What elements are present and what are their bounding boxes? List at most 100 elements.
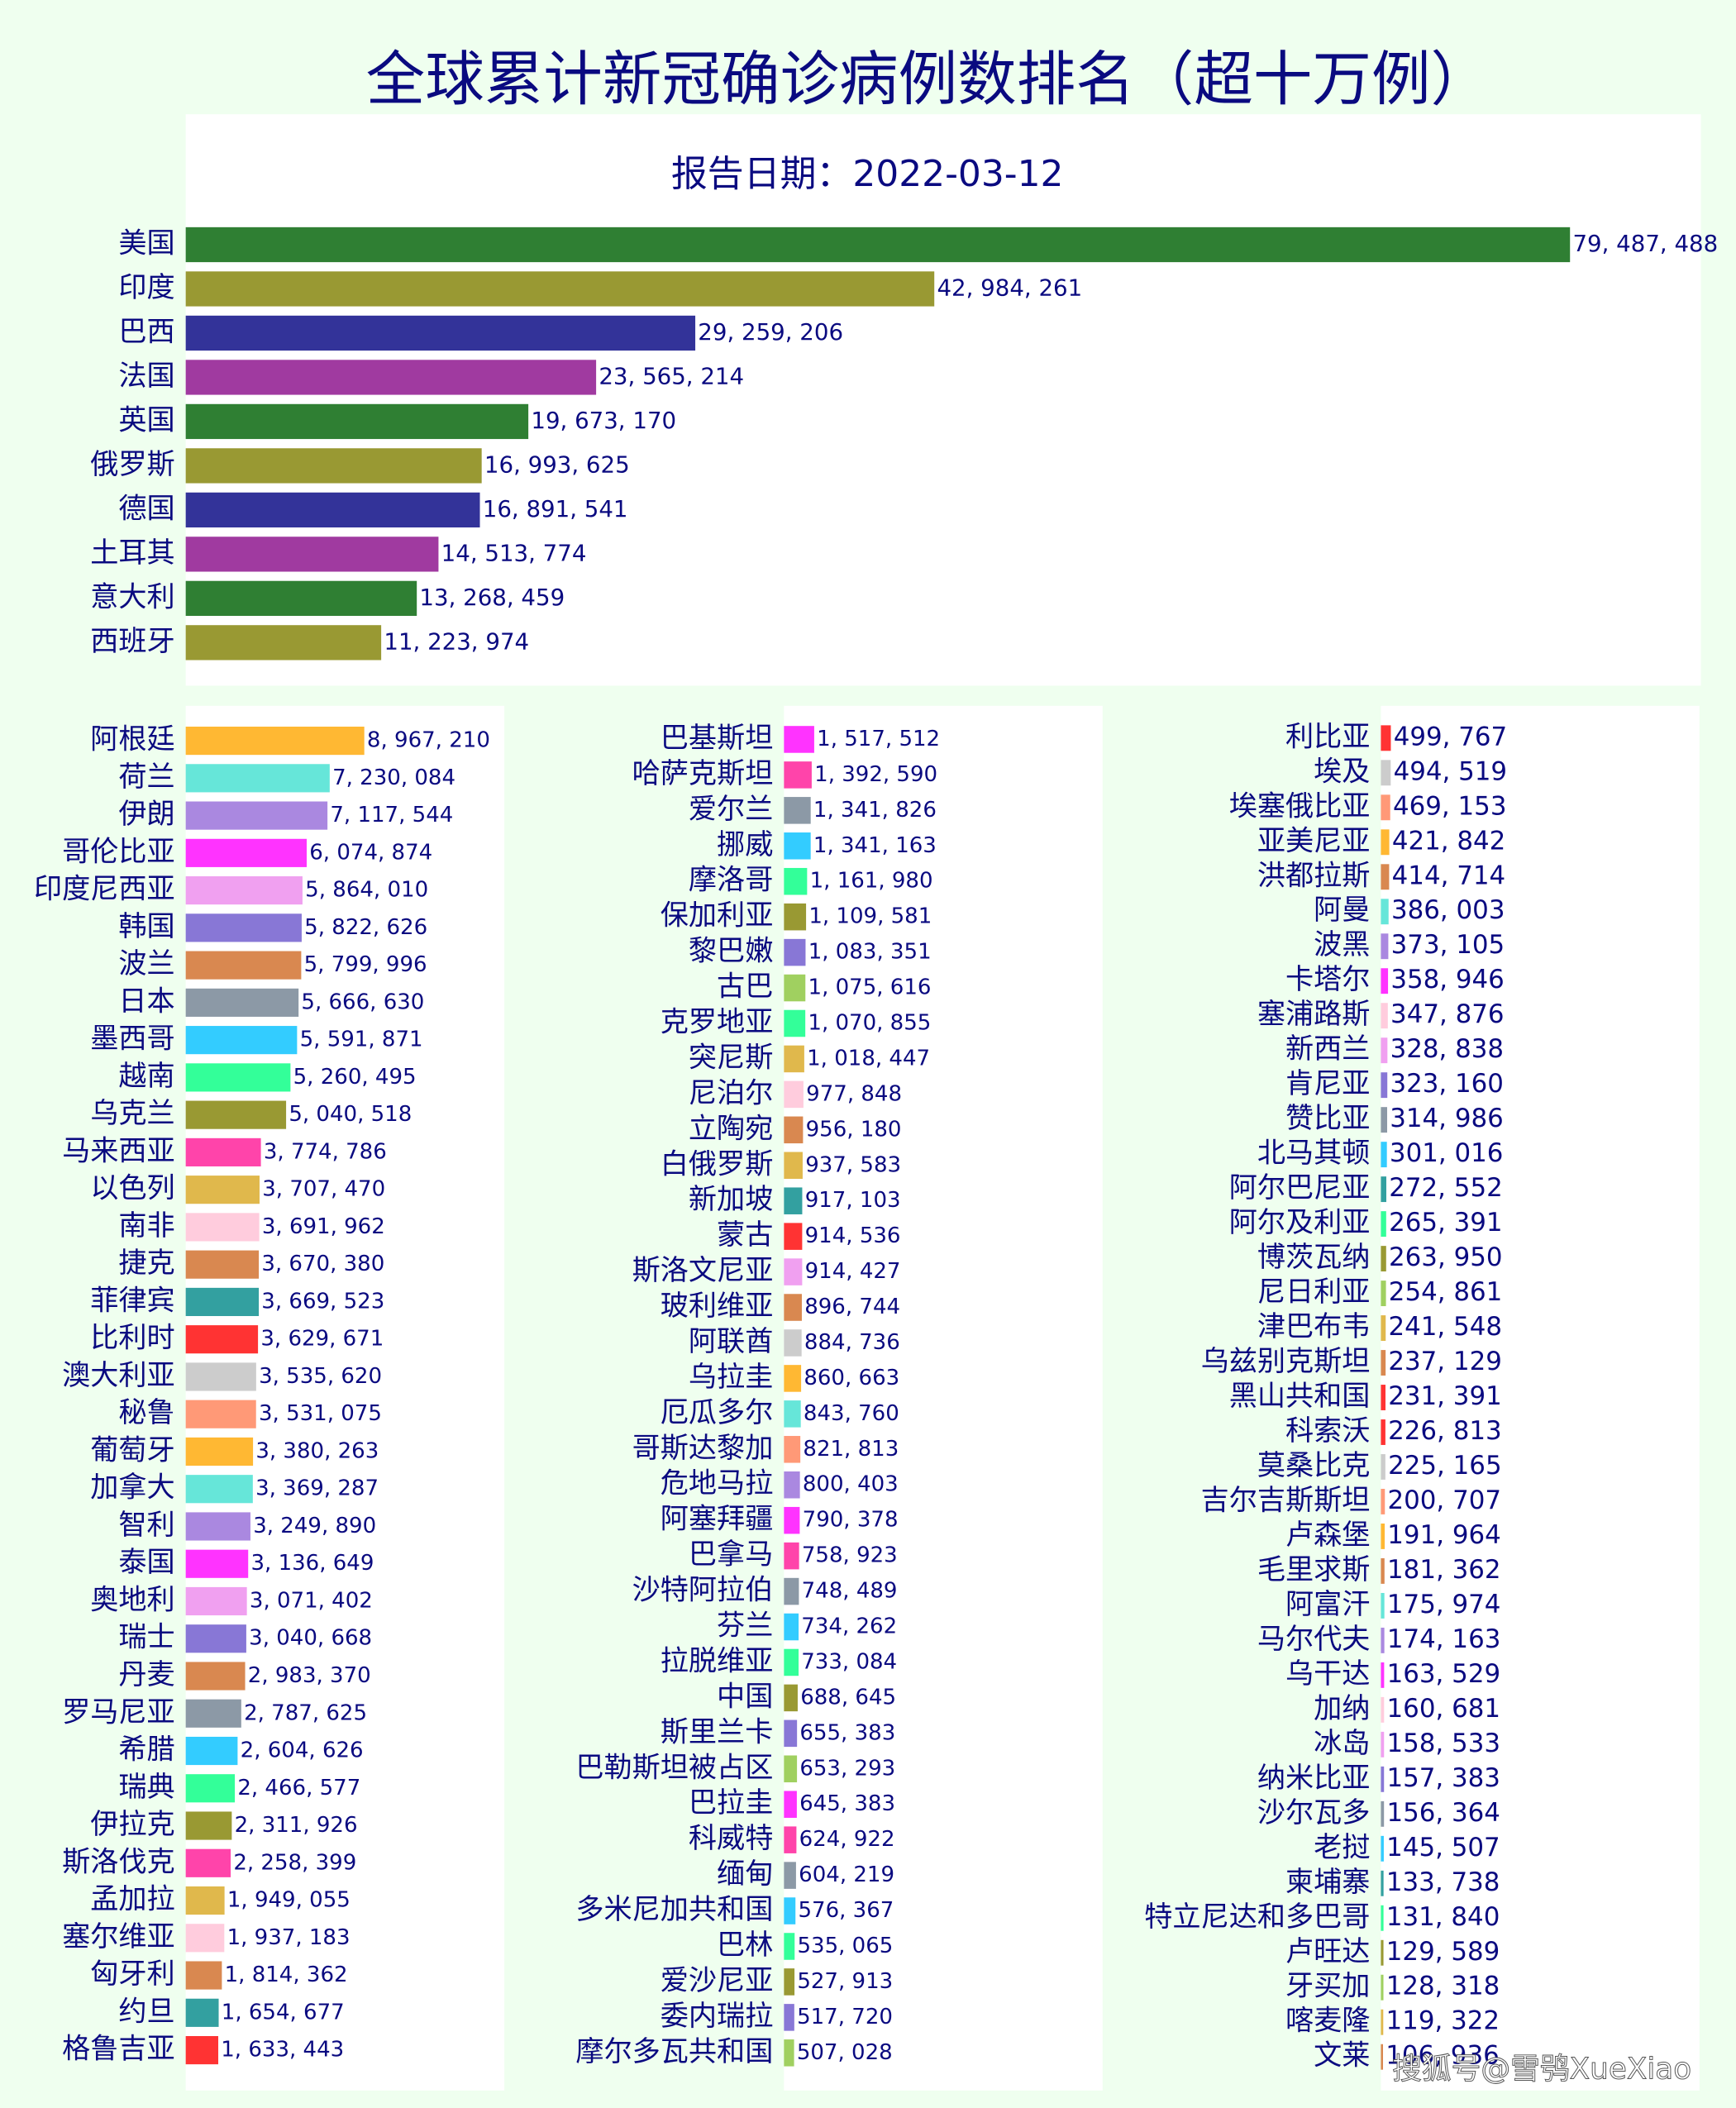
bar	[185, 838, 308, 867]
bar	[784, 974, 806, 1002]
bar	[784, 1009, 806, 1037]
value-label: 119, 322	[1386, 2006, 1500, 2036]
category-label: 巴基斯坦	[661, 722, 774, 755]
bar	[784, 1613, 799, 1641]
value-label: 2, 466, 577	[237, 1776, 360, 1800]
value-label: 106, 936	[1385, 2041, 1500, 2071]
category-label: 白俄罗斯	[661, 1147, 774, 1180]
bar	[185, 1400, 256, 1428]
category-label: 爱尔兰	[689, 793, 773, 826]
category-label: 印度	[118, 271, 174, 304]
bar	[185, 1213, 260, 1242]
category-label: 爱沙尼亚	[661, 1964, 774, 1997]
bar	[185, 1586, 247, 1616]
value-label: 956, 180	[806, 1117, 902, 1142]
category-label: 科索沃	[1285, 1414, 1370, 1447]
value-label: 386, 003	[1391, 895, 1505, 925]
category-label: 塞尔维亚	[62, 1920, 175, 1953]
bar	[1381, 1696, 1385, 1723]
category-label: 罗马尼亚	[62, 1695, 175, 1729]
category-label: 乌克兰	[90, 1097, 174, 1130]
bar	[784, 1187, 803, 1214]
value-label: 163, 529	[1387, 1659, 1501, 1689]
category-label: 孟加拉	[90, 1883, 174, 1916]
value-label: 917, 103	[805, 1188, 901, 1213]
bar	[784, 1436, 801, 1463]
bar	[185, 580, 417, 617]
bar	[185, 1512, 250, 1541]
category-label: 阿尔及利亚	[1229, 1206, 1371, 1239]
bar	[185, 1736, 238, 1766]
category-label: 奥地利	[90, 1583, 174, 1616]
bar	[1381, 794, 1390, 821]
value-label: 129, 589	[1386, 1937, 1500, 1967]
bar	[1381, 1939, 1384, 1966]
bar	[784, 938, 806, 966]
bar	[784, 1648, 799, 1676]
bar	[784, 726, 814, 753]
value-label: 160, 681	[1387, 1694, 1501, 1724]
value-label: 3, 369, 287	[255, 1476, 379, 1501]
category-label: 蒙古	[717, 1219, 773, 1252]
value-label: 131, 840	[1386, 1902, 1500, 1932]
value-label: 790, 378	[803, 1508, 899, 1533]
category-label: 埃塞俄比亚	[1229, 789, 1371, 823]
bar	[784, 1968, 795, 1996]
category-label: 荷兰	[118, 761, 174, 794]
bar	[1381, 899, 1389, 925]
value-label: 174, 163	[1387, 1624, 1501, 1654]
value-label: 977, 848	[806, 1081, 902, 1106]
bar	[1381, 1662, 1385, 1688]
category-label: 卡塔尔	[1285, 963, 1370, 996]
bar	[185, 625, 382, 661]
category-label: 老挝	[1314, 1831, 1370, 1864]
value-label: 1, 083, 351	[808, 940, 932, 965]
value-label: 576, 367	[798, 1898, 894, 1923]
bar	[185, 1549, 249, 1578]
value-label: 517, 720	[797, 2005, 893, 2029]
value-label: 6, 074, 874	[309, 840, 432, 865]
category-label: 澳大利亚	[62, 1359, 175, 1392]
bar	[1381, 1557, 1385, 1584]
value-label: 2, 983, 370	[248, 1663, 371, 1688]
category-label: 巴拉圭	[689, 1786, 773, 1819]
bar	[185, 492, 480, 528]
bar	[1381, 1766, 1385, 1792]
bar	[784, 1400, 801, 1428]
category-label: 日本	[118, 985, 174, 1018]
value-label: 323, 160	[1390, 1069, 1504, 1099]
bar	[185, 271, 935, 307]
value-label: 3, 774, 786	[264, 1139, 387, 1164]
bar	[1381, 1835, 1384, 1862]
bar	[1381, 1176, 1386, 1203]
bar	[185, 1287, 260, 1317]
bar	[784, 1933, 795, 1960]
value-label: 494, 519	[1394, 756, 1508, 786]
bar	[185, 1699, 241, 1728]
value-label: 733, 084	[801, 1649, 897, 1674]
value-label: 1, 633, 443	[221, 2038, 344, 2063]
value-label: 3, 670, 380	[261, 1252, 384, 1276]
category-label: 阿塞拜疆	[661, 1503, 774, 1536]
value-label: 3, 707, 470	[262, 1177, 385, 1202]
value-label: 157, 383	[1386, 1763, 1500, 1793]
value-label: 3, 071, 402	[250, 1588, 373, 1613]
value-label: 604, 219	[799, 1862, 894, 1887]
category-label: 牙买加	[1285, 1970, 1370, 2003]
bar	[784, 761, 812, 789]
category-label: 斯洛伐克	[62, 1845, 175, 1878]
category-label: 乌干达	[1285, 1657, 1370, 1691]
category-label: 斯洛文尼亚	[632, 1254, 774, 1287]
category-label: 德国	[118, 492, 174, 525]
bar	[784, 1116, 804, 1144]
value-label: 133, 738	[1386, 1867, 1500, 1897]
value-label: 748, 489	[802, 1579, 898, 1604]
category-label: 希腊	[118, 1734, 174, 1767]
category-label: 新加坡	[689, 1183, 773, 1216]
value-label: 914, 427	[805, 1259, 901, 1284]
category-label: 津巴布韦	[1257, 1310, 1371, 1343]
bar	[185, 2035, 219, 2065]
bar	[1381, 1211, 1386, 1238]
category-label: 韩国	[118, 910, 174, 943]
bar	[185, 1961, 222, 1990]
